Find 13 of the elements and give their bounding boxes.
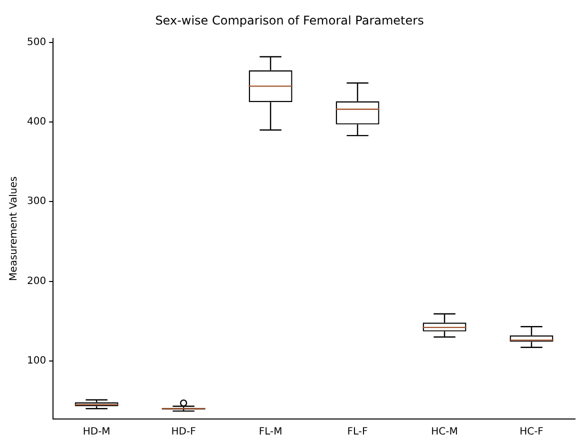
chart-title: Sex-wise Comparison of Femoral Parameters	[155, 13, 424, 28]
y-tick-label: 200	[26, 276, 46, 287]
x-tick-label: HC-F	[520, 426, 544, 438]
x-tick-label: HC-M	[431, 426, 458, 438]
y-tick-label: 300	[26, 196, 46, 208]
x-tick-label: FL-M	[258, 426, 282, 438]
y-tick-label: 500	[26, 36, 46, 48]
x-tick-label: FL-F	[347, 426, 368, 438]
y-tick-label: 400	[26, 116, 46, 128]
x-tick-label: HD-M	[82, 426, 110, 438]
y-axis-title: Measurement Values	[8, 176, 20, 281]
x-tick-label: HD-F	[171, 426, 196, 438]
y-tick-label: 100	[26, 355, 46, 366]
